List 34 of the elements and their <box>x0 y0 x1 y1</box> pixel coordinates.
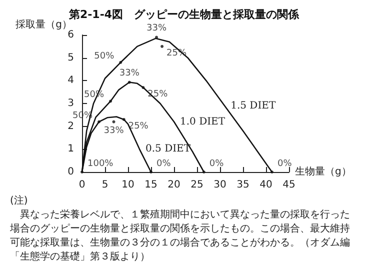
x-tick-label: 35 <box>236 180 250 190</box>
text: (注) <box>10 194 28 206</box>
annotation: 0% <box>277 159 292 169</box>
y-tick-label: 0 <box>68 166 74 178</box>
x-tick-label: 40 <box>260 180 272 190</box>
x-tick-label: 0 <box>78 180 86 190</box>
chart-title: 第2-1-4図 グッピーの生物量と採取量の関係 <box>68 8 300 21</box>
y-tick-label: 5 <box>68 52 74 64</box>
x-tick-label: 30 <box>214 180 226 190</box>
y-tick-label: 6 <box>68 30 74 40</box>
annotation: 33% <box>119 68 140 78</box>
x-tick-label: 25 <box>190 180 204 190</box>
annotation: 50% <box>94 51 115 62</box>
annotation: 100% <box>88 159 114 169</box>
annotation: 0% <box>209 159 224 169</box>
series-label: 1.0 DIET <box>180 116 226 128</box>
y-tick-label: 1 <box>68 144 74 155</box>
annotation: 33% <box>146 23 167 34</box>
x-tick-label: 20 <box>168 180 180 190</box>
series-label: 1.5 DIET <box>230 100 276 112</box>
y-tick-label: 2 <box>68 120 74 132</box>
series-label: 0.5 DIET <box>146 144 191 155</box>
annotation: 33% <box>104 126 124 136</box>
annotation: 25% <box>128 121 149 132</box>
x-tick-label: 10 <box>122 180 134 190</box>
y-tick-label: 3 <box>68 98 74 109</box>
annotation: 0% <box>156 159 172 169</box>
x-tick-label: 45 <box>282 180 296 190</box>
x-tick-label: 15 <box>144 180 158 190</box>
y-axis-title: 採取量（g） <box>16 18 72 31</box>
text: 異なった栄養レベルで、１繁殖期間中において異なった量の採取を行った場合のグッピーの生物量と採取量の関係を示したもの。この場合、最大維持可能な採取量は、生物量の３分の１の場合であることがわかる。（オダム編「生態学の基礎」第３版より） <box>9 208 350 262</box>
x-tick-label: 5 <box>102 180 108 190</box>
y-tick-label: 4 <box>68 75 74 86</box>
x-axis-title: 生物量（g） <box>295 166 352 178</box>
